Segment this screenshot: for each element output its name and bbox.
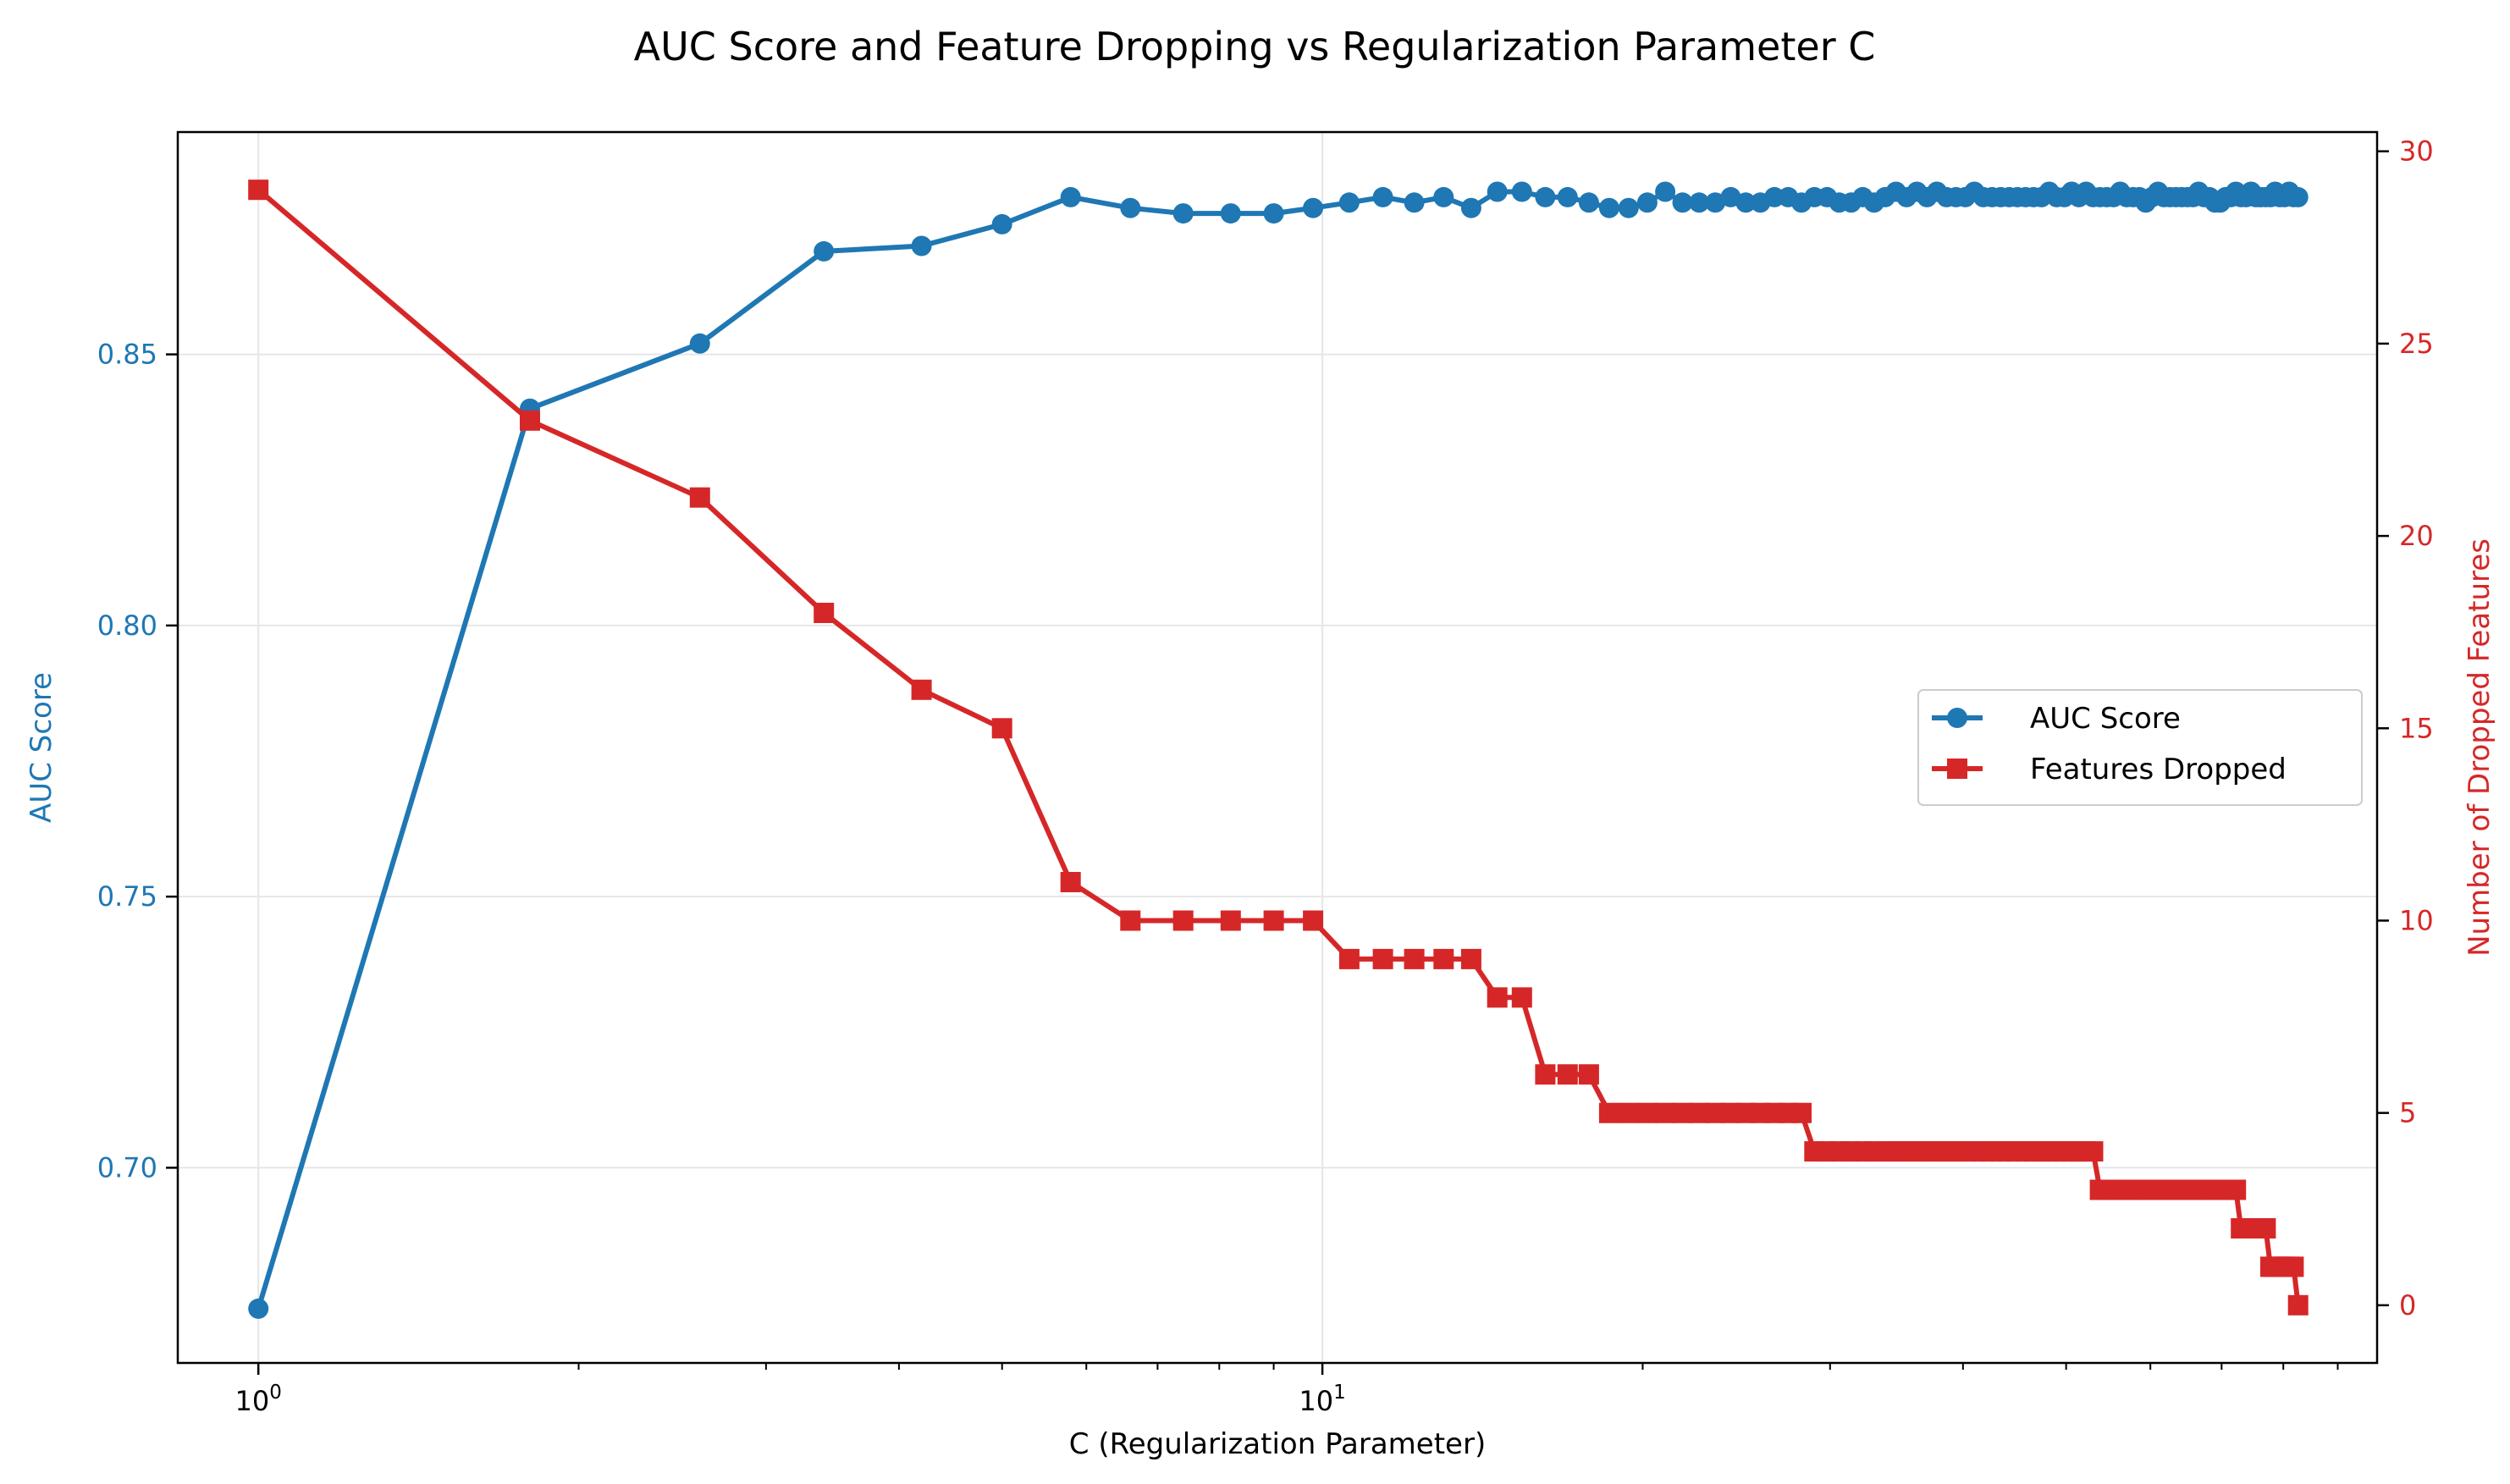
legend-auc-marker bbox=[1947, 708, 1967, 728]
axes: 100 101 0.70 0.75 0.80 0.85 0 5 10 15 20 25 30 bbox=[97, 135, 2434, 1417]
legend-box bbox=[1917, 689, 2363, 806]
y-left-tick-label: 0.85 bbox=[97, 339, 157, 371]
features-point bbox=[1172, 910, 1194, 931]
auc-point bbox=[1372, 186, 1393, 207]
legend-features-marker bbox=[1947, 759, 1967, 779]
x-axis-label: C (Regularization Parameter) bbox=[1069, 1427, 1486, 1461]
features-point bbox=[1338, 948, 1360, 969]
y-left-tick-label: 0.80 bbox=[97, 610, 157, 642]
features-point bbox=[520, 410, 540, 431]
plot-frame bbox=[176, 130, 2379, 1365]
features-point bbox=[1511, 987, 1532, 1008]
auc-point bbox=[1511, 181, 1532, 202]
features-point bbox=[2226, 1179, 2247, 1200]
features-point bbox=[1598, 1102, 1619, 1123]
auc-point bbox=[1460, 197, 1481, 218]
auc-point bbox=[1636, 192, 1658, 213]
legend: AUC Score Features Dropped bbox=[1917, 689, 2363, 806]
auc-point bbox=[1557, 186, 1578, 207]
features-point bbox=[2287, 1294, 2309, 1316]
y-right-tick-label: 25 bbox=[2399, 328, 2434, 360]
features-point bbox=[1655, 1102, 1676, 1123]
auc-point bbox=[1578, 192, 1599, 213]
x-tick-label: 101 bbox=[1299, 1382, 1345, 1417]
features-point bbox=[1404, 948, 1425, 969]
plot-area bbox=[248, 179, 2309, 1319]
auc-point bbox=[1263, 203, 1284, 224]
y-right-tick-label: 15 bbox=[2399, 712, 2434, 744]
y-right-tick-label: 5 bbox=[2399, 1097, 2416, 1129]
features-point bbox=[1487, 987, 1508, 1008]
features-point bbox=[1372, 948, 1393, 969]
features-point bbox=[248, 179, 269, 201]
auc-point bbox=[911, 235, 932, 257]
x-tick-label: 100 bbox=[234, 1382, 281, 1417]
features-point bbox=[2283, 1256, 2304, 1277]
auc-point bbox=[1735, 192, 1757, 213]
grid bbox=[178, 132, 2377, 1363]
auc-point bbox=[1487, 181, 1508, 202]
features-point bbox=[1636, 1102, 1658, 1123]
y-right-tick-label: 30 bbox=[2399, 135, 2434, 168]
auc-point bbox=[1705, 192, 1726, 213]
auc-point bbox=[1120, 197, 1141, 218]
auc-point bbox=[1433, 186, 1454, 207]
auc-point bbox=[1535, 186, 1556, 207]
features-point bbox=[1535, 1064, 1556, 1085]
features-point bbox=[689, 487, 710, 508]
legend-features-label: Features Dropped bbox=[2030, 753, 2287, 786]
auc-point bbox=[1338, 192, 1360, 213]
features-point bbox=[1557, 1064, 1578, 1085]
features-point bbox=[911, 679, 932, 700]
auc-point bbox=[1404, 192, 1425, 213]
y-left-tick-label: 0.70 bbox=[97, 1151, 157, 1183]
features-point bbox=[1263, 910, 1284, 931]
y-axis-right-label: Number of Dropped Features bbox=[2463, 538, 2496, 957]
y-axis-left-label: AUC Score bbox=[25, 672, 58, 823]
features-point bbox=[1220, 910, 1241, 931]
auc-point bbox=[2287, 186, 2309, 207]
chart-title: AUC Score and Feature Dropping vs Regula… bbox=[634, 24, 1876, 69]
features-point bbox=[814, 603, 835, 623]
features-point bbox=[991, 718, 1012, 739]
auc-point bbox=[814, 240, 835, 262]
features-point bbox=[2082, 1141, 2104, 1162]
y-right-tick-label: 0 bbox=[2399, 1289, 2416, 1321]
features-point bbox=[1460, 948, 1481, 969]
features-point bbox=[1303, 910, 1324, 931]
auc-point bbox=[1303, 197, 1324, 218]
auc-point bbox=[1689, 192, 1710, 213]
features-point bbox=[1120, 910, 1141, 931]
features-point bbox=[2255, 1218, 2276, 1239]
features-point bbox=[1618, 1102, 1639, 1123]
y-right-tick-label: 10 bbox=[2399, 904, 2434, 936]
legend-auc-label: AUC Score bbox=[2030, 702, 2181, 736]
auc-point bbox=[1060, 186, 1081, 207]
y-right-tick-label: 20 bbox=[2399, 520, 2434, 552]
auc-point bbox=[248, 1298, 269, 1319]
features-point bbox=[1060, 872, 1081, 892]
auc-point bbox=[1655, 181, 1676, 202]
auc-point bbox=[1672, 192, 1693, 213]
auc-point bbox=[1618, 197, 1639, 218]
y-left-tick-label: 0.75 bbox=[97, 880, 157, 913]
auc-point bbox=[991, 213, 1012, 234]
auc-point bbox=[689, 333, 710, 354]
auc-point bbox=[1220, 203, 1241, 224]
features-point bbox=[1433, 948, 1454, 969]
auc-point bbox=[1598, 197, 1619, 218]
features-point bbox=[1578, 1064, 1599, 1085]
features-point bbox=[1791, 1102, 1812, 1123]
auc-point bbox=[1172, 203, 1194, 224]
